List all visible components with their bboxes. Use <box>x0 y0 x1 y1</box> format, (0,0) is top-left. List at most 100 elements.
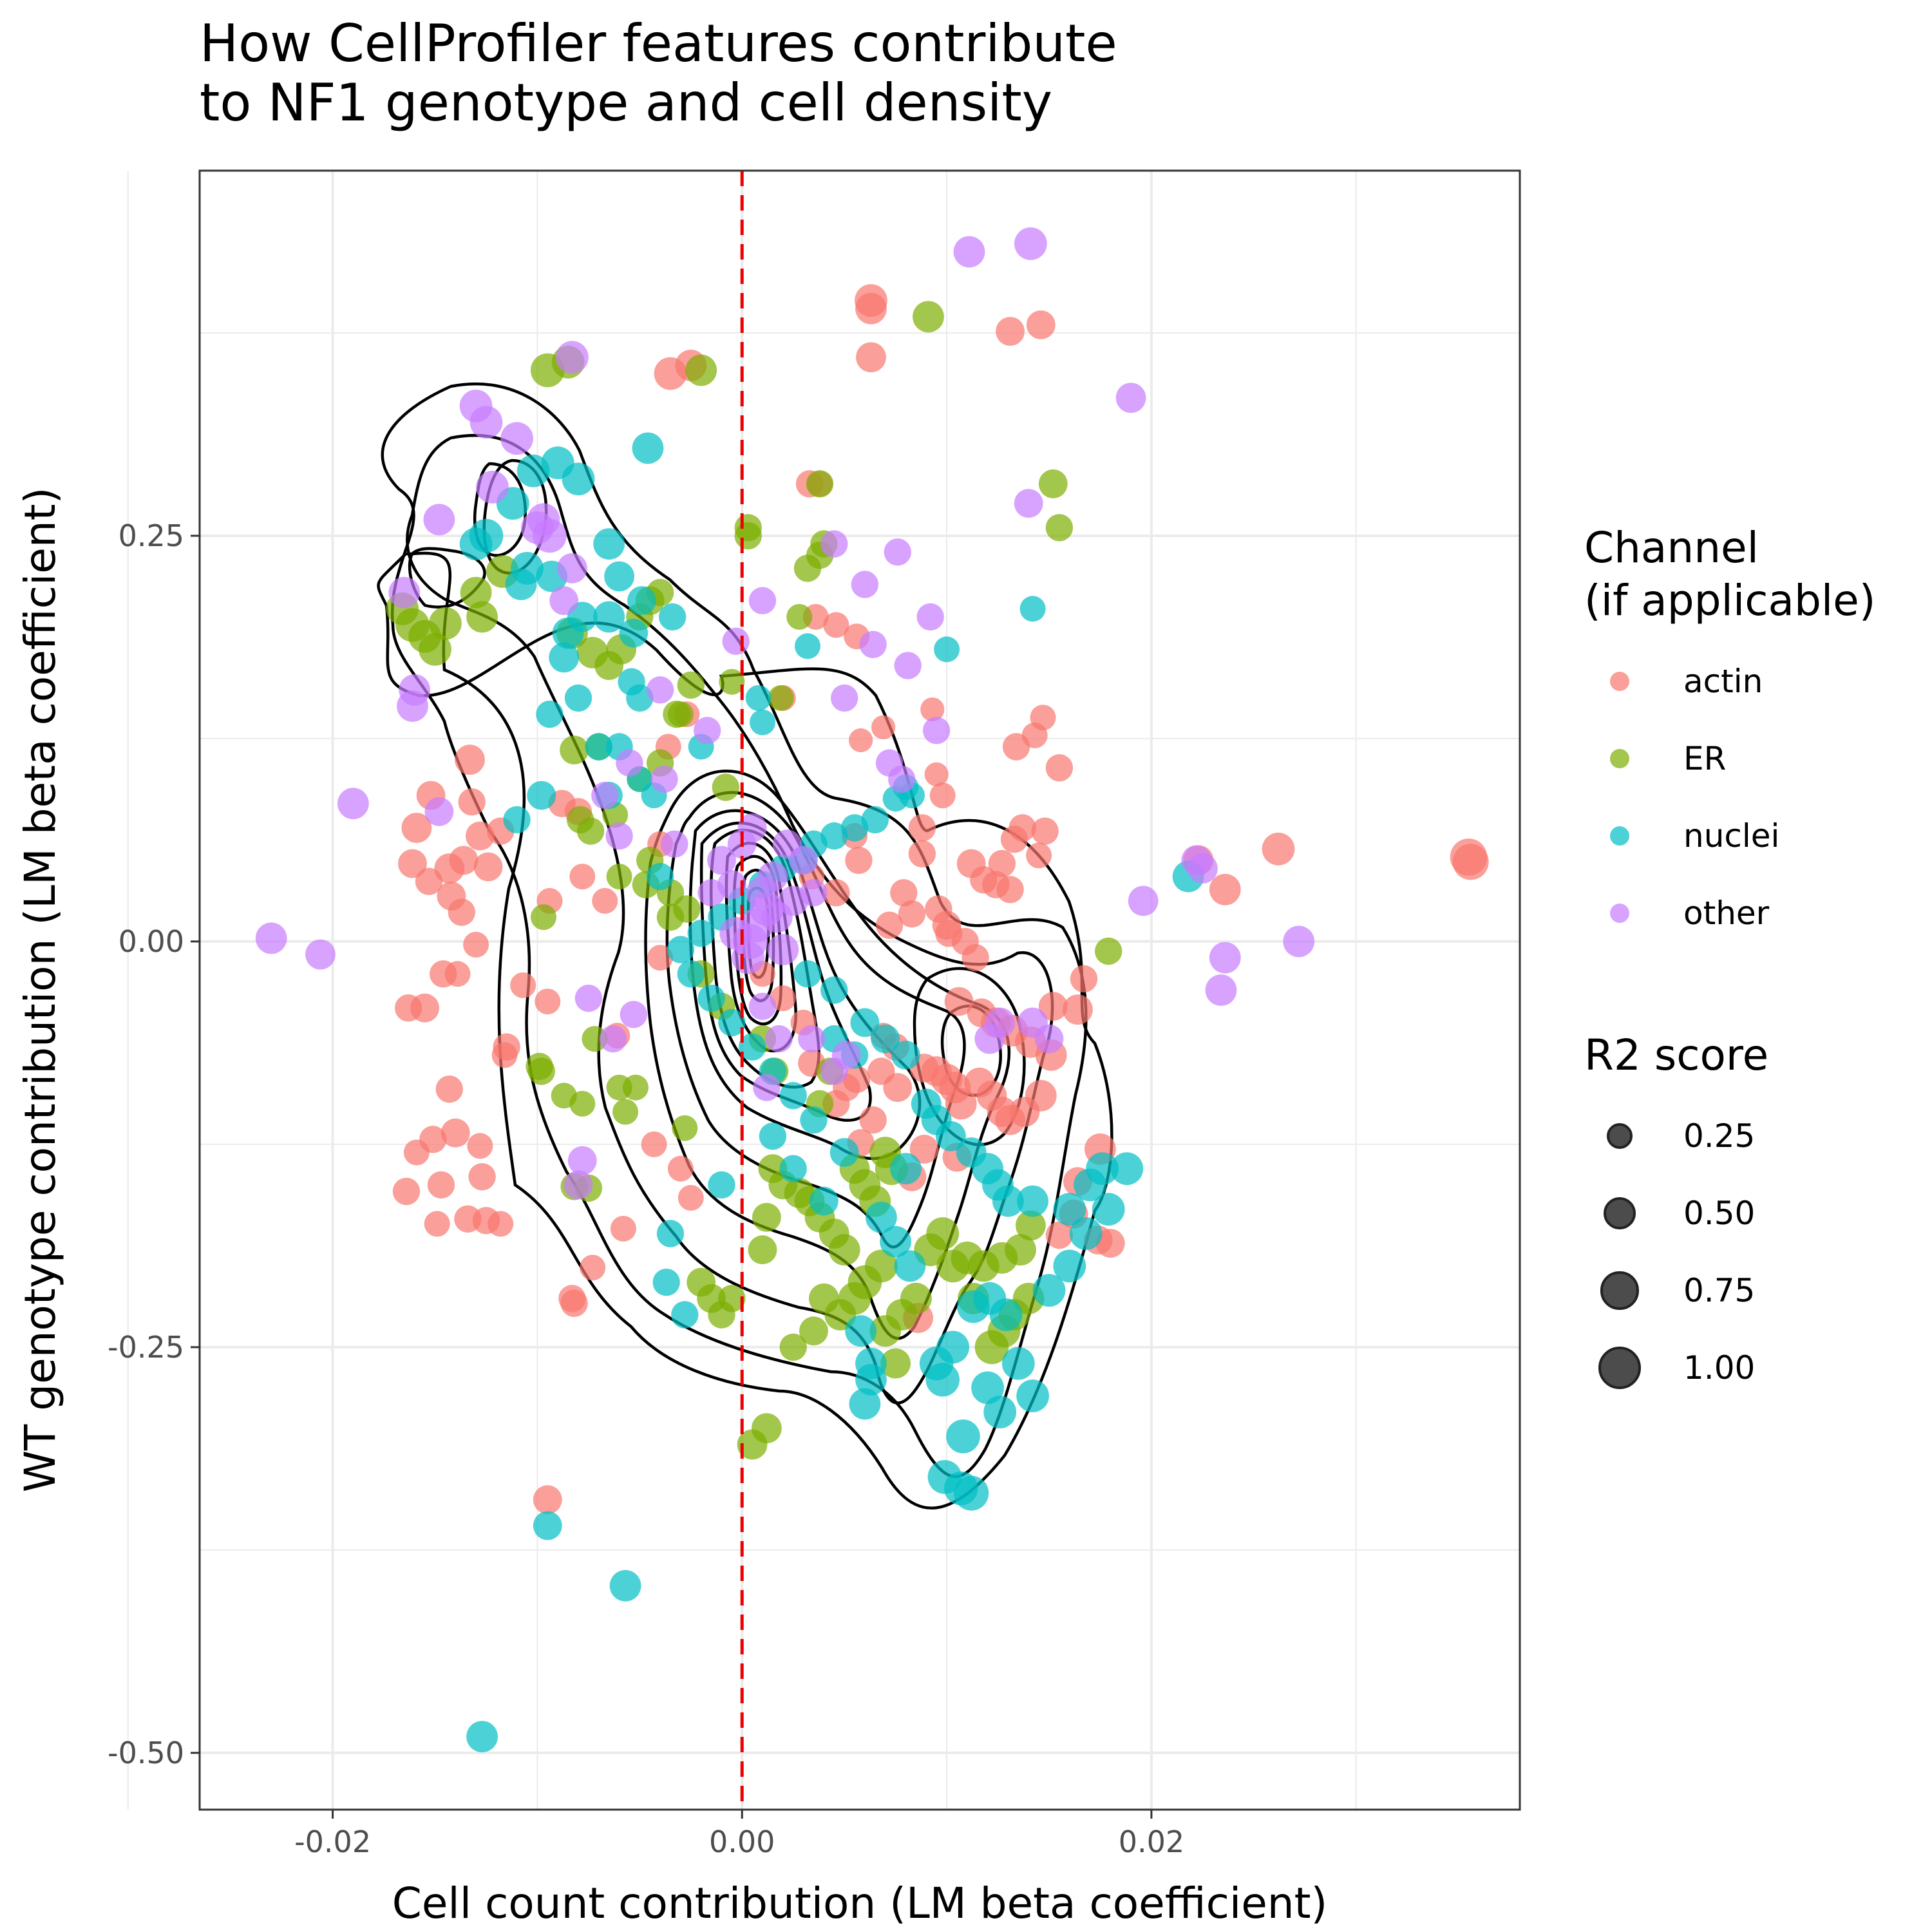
data-point-actin <box>920 697 945 722</box>
data-point-nuclei <box>593 601 625 633</box>
data-point-other <box>476 471 509 504</box>
data-point-nuclei <box>1086 1152 1119 1186</box>
data-point-other <box>557 553 587 583</box>
data-point-nuclei <box>800 1106 828 1134</box>
data-point-other <box>423 504 455 536</box>
data-point-other <box>388 576 421 609</box>
data-point-actin <box>463 931 489 958</box>
data-point-actin <box>859 1106 887 1134</box>
data-point-actin <box>455 744 485 775</box>
data-point-actin <box>988 849 1016 878</box>
legend-item-er: ER <box>1584 720 1876 797</box>
data-point-other <box>1209 942 1241 974</box>
legend-label: other <box>1683 895 1770 932</box>
data-point-other <box>1283 925 1315 958</box>
data-point-actin <box>558 1285 586 1312</box>
data-point-actin <box>823 612 849 638</box>
data-point-actin <box>1262 832 1295 866</box>
size-legend: R2 score 0.25 0.50 0.75 1.00 <box>1584 1029 1876 1406</box>
data-point-other <box>1205 974 1237 1006</box>
x-tick-label: -0.02 <box>294 1824 371 1859</box>
data-point-other <box>305 939 336 970</box>
data-point-nuclei <box>1017 1185 1048 1217</box>
legend-item-actin: actin <box>1584 643 1876 720</box>
data-point-other <box>851 571 879 598</box>
data-point-ER <box>1095 937 1122 965</box>
plot-panel-border <box>198 169 1521 1811</box>
data-point-other <box>798 1025 826 1053</box>
data-point-actin <box>398 849 427 878</box>
data-point-actin <box>610 1215 636 1242</box>
data-point-other <box>469 406 503 439</box>
data-point-other <box>767 934 799 965</box>
data-point-actin <box>822 879 850 907</box>
data-point-other <box>424 797 454 826</box>
density-contour <box>473 462 527 557</box>
data-point-nuclei <box>627 586 656 616</box>
data-point-nuclei <box>866 1201 897 1233</box>
data-point-ER <box>560 735 589 764</box>
data-point-other <box>564 1170 593 1200</box>
data-point-ER <box>809 1283 839 1314</box>
data-point-actin <box>1026 310 1056 339</box>
data-point-other <box>620 1001 647 1028</box>
data-point-ER <box>900 1282 932 1314</box>
plot-panel-background <box>200 171 1520 1810</box>
data-point-ER <box>656 903 685 931</box>
data-point-nuclei <box>516 454 550 488</box>
data-point-other <box>1014 489 1043 518</box>
data-point-ER <box>752 1202 781 1232</box>
data-point-actin <box>667 1155 694 1182</box>
legend-key <box>1584 1255 1655 1326</box>
data-point-nuclei <box>894 1250 926 1282</box>
data-point-ER <box>685 354 717 386</box>
data-point-nuclei <box>652 1268 680 1296</box>
legend-swatch <box>1610 904 1629 923</box>
data-point-other <box>591 781 619 810</box>
data-point-ER <box>786 603 813 630</box>
data-point-actin <box>1026 842 1052 869</box>
data-point-nuclei <box>718 1009 746 1037</box>
data-point-other <box>1014 227 1047 260</box>
data-point-other <box>722 627 750 655</box>
legend-swatch <box>1610 672 1629 691</box>
data-point-nuclei <box>983 1396 1017 1429</box>
data-point-nuclei <box>750 709 775 735</box>
data-point-ER <box>768 685 794 711</box>
data-point-other <box>646 676 674 704</box>
legend-label: 0.50 <box>1683 1195 1756 1232</box>
data-point-ER <box>799 1316 828 1346</box>
legend-swatch <box>1610 749 1629 768</box>
data-point-other <box>894 652 922 679</box>
data-point-nuclei <box>1019 596 1046 622</box>
data-point-actin <box>533 1485 562 1515</box>
data-point-other <box>974 1023 1005 1054</box>
data-point-other <box>737 813 767 842</box>
data-point-actin <box>890 879 918 907</box>
data-point-nuclei <box>845 1315 876 1347</box>
data-point-other <box>707 846 736 875</box>
data-point-other <box>337 788 369 820</box>
data-point-nuclei <box>810 1186 838 1216</box>
data-point-nuclei <box>891 1040 920 1070</box>
data-point-other <box>616 749 643 777</box>
data-point-other <box>953 236 985 268</box>
data-point-actin <box>929 782 956 809</box>
data-point-other <box>521 511 554 544</box>
data-point-nuclei <box>946 1419 980 1454</box>
data-point-actin <box>403 1139 430 1166</box>
data-point-nuclei <box>944 1471 978 1506</box>
data-point-actin <box>569 864 596 890</box>
data-point-ER <box>913 301 944 333</box>
data-point-nuclei <box>936 1121 966 1151</box>
data-point-actin <box>641 1131 667 1157</box>
data-point-other <box>859 630 887 658</box>
data-point-other <box>923 717 951 744</box>
legend-key <box>1584 800 1655 871</box>
data-point-other <box>397 690 428 722</box>
data-point-ER <box>986 1242 1018 1274</box>
data-point-ER <box>926 1217 960 1250</box>
data-point-other <box>1128 886 1159 916</box>
data-point-actin <box>458 788 486 816</box>
data-point-actin <box>427 1171 455 1199</box>
